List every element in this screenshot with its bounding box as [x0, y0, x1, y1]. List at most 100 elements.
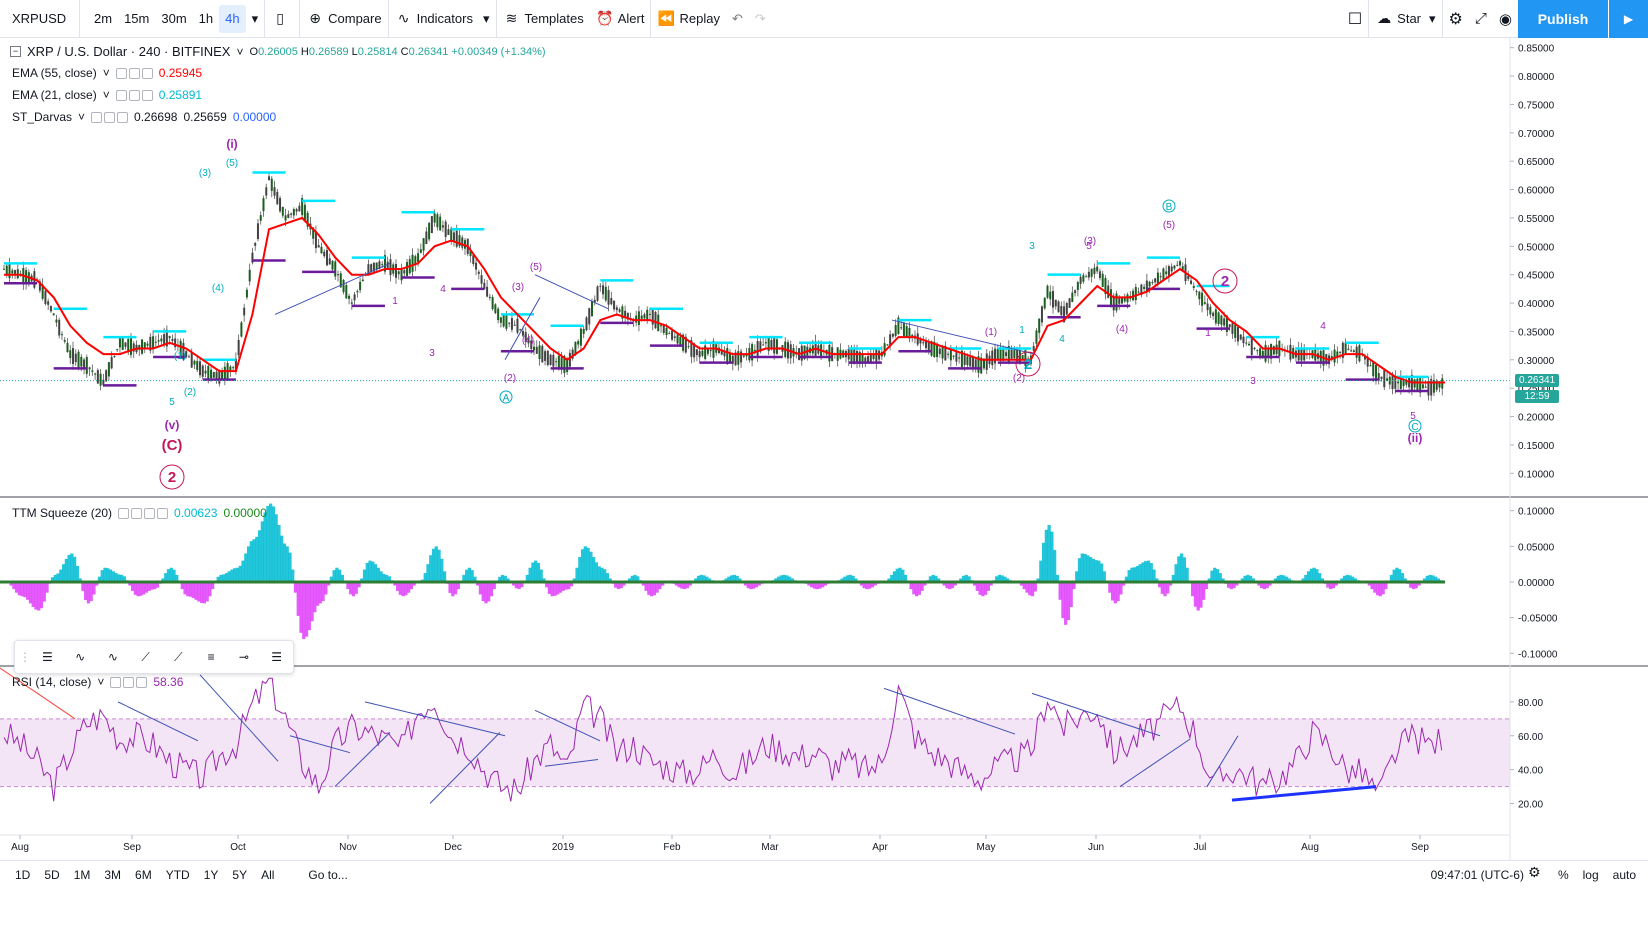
ttm-bar	[972, 582, 977, 586]
percent-toggle[interactable]: %	[1557, 867, 1569, 882]
trend-line-icon[interactable]: ⟋	[141, 649, 150, 664]
ttm-bar	[28, 582, 33, 604]
log-toggle[interactable]: log	[1582, 867, 1599, 882]
ttm-bar	[895, 568, 899, 582]
candle-body	[1261, 350, 1264, 358]
drag-handle-icon[interactable]: ⋮	[19, 650, 31, 664]
candle-body	[198, 361, 201, 376]
abc-pattern-icon[interactable]: ∿	[107, 650, 118, 664]
ttm-bar	[738, 578, 742, 582]
range-1m[interactable]: 1M	[73, 867, 91, 882]
main-legend-title[interactable]: XRP / U.S. Dollar · 240 · BITFINEX	[27, 44, 231, 59]
range-5d[interactable]: 5D	[44, 867, 60, 882]
darvas-legend[interactable]: ST_Darvas ˅ 0.26698 0.25659 0.00000	[12, 110, 276, 124]
ttm-bar	[901, 569, 905, 582]
ttm-bar	[365, 562, 369, 582]
star-button[interactable]: ☁ Star ▾	[1369, 0, 1441, 38]
ttm-bar	[1019, 582, 1024, 586]
redo-icon[interactable]: ↷	[754, 10, 766, 26]
ttm-bar	[371, 561, 375, 582]
candle-body	[762, 344, 765, 346]
ray-icon[interactable]: ⟋	[174, 649, 183, 664]
range-1y[interactable]: 1Y	[203, 867, 219, 882]
candle-body	[1137, 291, 1140, 293]
range-1d[interactable]: 1D	[15, 867, 31, 882]
undo-icon[interactable]: ↶	[731, 10, 743, 26]
range-3m[interactable]: 3M	[104, 867, 122, 882]
ttm-tick-label: 0.10000	[1518, 507, 1555, 518]
candle-body	[196, 360, 199, 371]
lines-icon[interactable]: ☰	[41, 650, 53, 664]
templates-icon: ≋	[505, 10, 518, 26]
goto-button[interactable]: Go to...	[308, 867, 348, 882]
ema55-legend[interactable]: EMA (55, close) ˅ 0.25945	[12, 66, 202, 80]
compare-button[interactable]: ⊕ Compare	[300, 0, 387, 38]
ttm-bar	[1431, 575, 1435, 582]
wave-pattern-icon[interactable]: ∿	[75, 650, 86, 664]
templates-button[interactable]: ≋ Templates	[497, 0, 590, 38]
ttm-bar	[274, 514, 278, 582]
candle-body	[977, 356, 980, 373]
replay-button[interactable]: ⏪ Replay	[651, 0, 725, 38]
auto-toggle[interactable]: auto	[1612, 867, 1636, 882]
chart-type-button[interactable]: ▯	[265, 0, 299, 38]
gear-icon[interactable]: ⚙	[1448, 10, 1463, 28]
ema21-legend[interactable]: EMA (21, close) ˅ 0.25891	[12, 88, 202, 102]
ttm-bar	[166, 569, 171, 582]
ttm-bar	[271, 506, 276, 582]
ttm-bar	[705, 576, 709, 582]
interval-4h[interactable]: 4h	[219, 4, 246, 33]
ttm-bar	[564, 582, 568, 590]
range-6m[interactable]: 6M	[135, 867, 152, 882]
gann-icon[interactable]: ☰	[271, 650, 282, 664]
ttm-bar	[553, 582, 557, 596]
chevron-down-icon: ▾	[482, 10, 490, 26]
wave-label: (i)	[226, 137, 237, 151]
candle-body	[941, 345, 944, 359]
range-ytd[interactable]: YTD	[165, 867, 190, 882]
fib-icon[interactable]: ≡	[207, 650, 215, 664]
candle-body	[720, 349, 723, 355]
interval-15m[interactable]: 15m	[124, 11, 150, 26]
fullscreen-square-icon[interactable]: ☐	[1347, 10, 1363, 28]
symbol-search[interactable]: XRPUSD	[0, 0, 80, 38]
chart-canvas[interactable]: (i) (5) (3) (4) (1) (2) 5 (v) (C) 2 4 3 1 (5) (3) (4) (2…	[0, 38, 1648, 860]
ttm-bar	[1044, 529, 1048, 582]
chevron-down-icon[interactable]: ˅	[236, 44, 244, 59]
separator	[1441, 0, 1443, 38]
range-5y[interactable]: 5Y	[232, 867, 248, 882]
settings-gear-icon[interactable]: ⚙	[1528, 864, 1541, 880]
ttm-bar	[1334, 582, 1338, 586]
play-icon[interactable]: ▶	[1608, 0, 1648, 38]
wave-label: 2	[1221, 273, 1229, 290]
range-all[interactable]: All	[261, 867, 275, 882]
candle-body	[602, 285, 605, 295]
candle-body	[210, 369, 213, 379]
fullscreen-icon[interactable]: ⤢	[1474, 10, 1487, 27]
x-tick-label: Sep	[123, 842, 141, 853]
ttm-bar	[603, 569, 607, 582]
ttm-bar	[302, 582, 306, 640]
candle-body	[640, 315, 643, 319]
indicators-button[interactable]: ∿ Indicators ▾	[389, 0, 496, 38]
camera-icon[interactable]: ◉	[1498, 10, 1512, 28]
rsi-tick-label: 60.00	[1518, 732, 1543, 743]
axes: 0.10000 0.15000 0.20000 0.25000 0.30000 0.350…	[0, 38, 1648, 860]
interval-dropdown-icon[interactable]: ▾	[251, 10, 259, 26]
ttm-legend[interactable]: TTM Squeeze (20) 0.00623 0.00000	[12, 506, 267, 520]
ttm-bar	[42, 582, 46, 602]
interval-30m[interactable]: 30m	[161, 11, 187, 26]
ttm-bar	[677, 582, 681, 588]
candle-body	[3, 268, 5, 270]
horizontal-ray-icon[interactable]: ⊸	[238, 650, 249, 664]
candle-body	[1018, 350, 1021, 362]
publish-button[interactable]: Publish	[1518, 0, 1608, 38]
collapse-icon[interactable]: −	[10, 46, 21, 57]
interval-1h[interactable]: 1h	[198, 11, 214, 26]
countdown-badge: 12:59	[1515, 390, 1559, 403]
candle-body	[1162, 268, 1165, 281]
rsi-legend[interactable]: RSI (14, close) ˅ 58.36	[12, 675, 183, 689]
alert-button[interactable]: ⏰ Alert	[590, 0, 651, 38]
ttm-bar	[790, 578, 795, 582]
interval-2m[interactable]: 2m	[94, 11, 113, 26]
